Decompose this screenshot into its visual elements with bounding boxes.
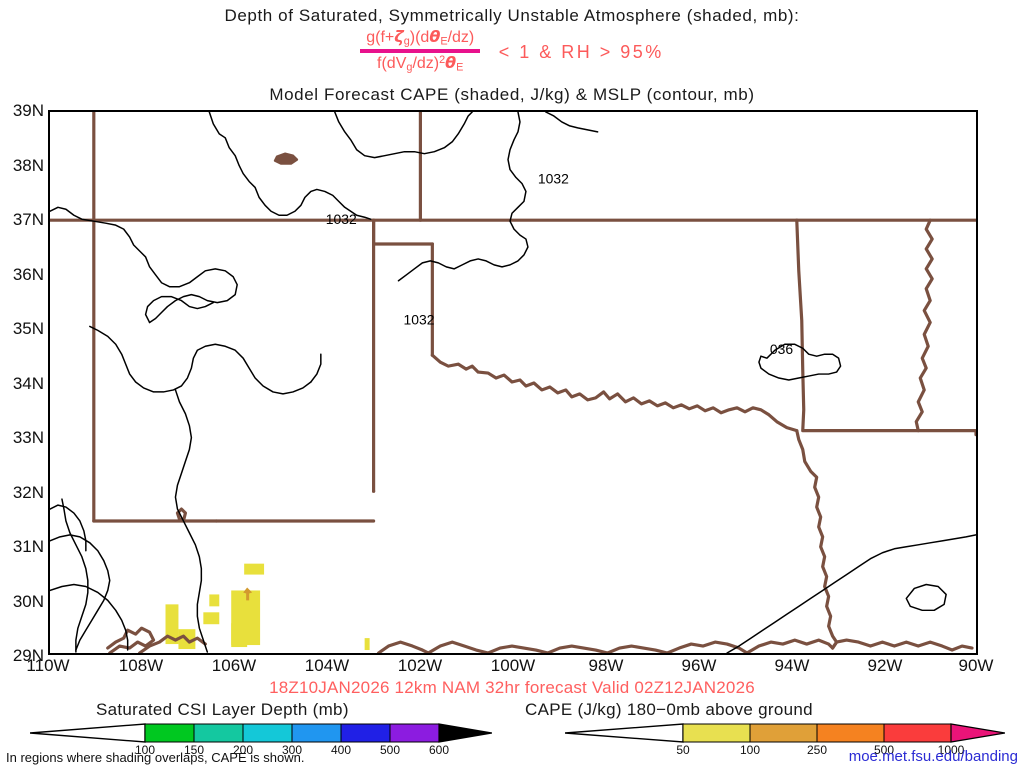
csi-tick-500: 500 bbox=[379, 743, 401, 757]
y-tick-38N: 38N bbox=[12, 155, 44, 175]
cape-tick-500: 500 bbox=[873, 743, 895, 757]
csi-formula: g(f+ζg)(dθE/dz) f(dVg/dz)2θE < 1 & RH > … bbox=[0, 28, 1024, 74]
mslp-contours bbox=[50, 112, 976, 653]
y-tick-32N: 32N bbox=[12, 482, 44, 502]
csi-tick-300: 300 bbox=[281, 743, 303, 757]
csi-tick-100: 100 bbox=[134, 743, 156, 757]
state-borders bbox=[50, 112, 976, 653]
formula-numerator: g(f+ζg)(dθE/dz) bbox=[366, 27, 475, 48]
colorbar-cape-under-arrow bbox=[565, 723, 684, 743]
x-tick-100W: 100W bbox=[490, 656, 536, 675]
formula-denominator: f(dVg/dz)2θE bbox=[377, 52, 464, 74]
colorbar-cape-over-arrow bbox=[950, 723, 1005, 743]
x-tick-102W: 102W bbox=[397, 656, 443, 675]
y-tick-33N: 33N bbox=[12, 428, 44, 447]
map-plot-area[interactable]: 1032 1032 1032 036 bbox=[48, 110, 978, 655]
forecast-info-line: 18Z10JAN2026 12km NAM 32hr forecast Vali… bbox=[269, 678, 755, 697]
y-tick-31N: 31N bbox=[12, 537, 44, 556]
cape-inner-region bbox=[243, 587, 253, 601]
y-tick-35N: 35N bbox=[12, 319, 44, 338]
formula-fraction: g(f+ζg)(dθE/dz) f(dVg/dz)2θE < 1 & RH > … bbox=[360, 28, 664, 74]
contour-label-group: 1032 1032 1032 036 bbox=[326, 170, 794, 357]
overlap-note: In regions where shading overlaps, CAPE … bbox=[6, 750, 305, 765]
x-tick-108W: 108W bbox=[118, 656, 164, 675]
contour-label-1032-a: 1032 bbox=[326, 211, 357, 227]
cape-tick-1000: 1000 bbox=[937, 743, 965, 757]
map-svg: 1032 1032 1032 036 bbox=[50, 112, 976, 653]
csi-tick-200: 200 bbox=[232, 743, 254, 757]
colorbar-cape-ticks: 50 100 250 500 1000 bbox=[565, 743, 1005, 761]
csi-tick-600: 600 bbox=[428, 743, 450, 757]
x-tick-110W: 110W bbox=[26, 656, 70, 675]
cape-tick-50: 50 bbox=[676, 743, 690, 757]
x-tick-98W: 98W bbox=[588, 656, 624, 675]
colorbar-cape-title: CAPE (J/kg) 180−0mb above ground bbox=[525, 700, 813, 719]
formula-condition: < 1 & RH > 95% bbox=[498, 42, 664, 63]
colorbar-csi-svg bbox=[30, 723, 492, 743]
page-title-line1: Depth of Saturated, Symmetrically Unstab… bbox=[224, 6, 800, 25]
colorbar-csi[interactable] bbox=[30, 722, 492, 744]
x-tick-90W: 90W bbox=[958, 656, 994, 675]
y-tick-30N: 30N bbox=[12, 591, 44, 611]
csi-tick-400: 400 bbox=[330, 743, 352, 757]
y-tick-29N: 29N bbox=[12, 646, 44, 665]
contour-label-1032-c: 1032 bbox=[403, 311, 434, 327]
x-tick-94W: 94W bbox=[774, 656, 810, 675]
contour-label-1032-b: 1032 bbox=[538, 170, 569, 186]
csi-tick-150: 150 bbox=[183, 743, 205, 757]
y-tick-34N: 34N bbox=[12, 373, 44, 393]
colorbar-cape[interactable] bbox=[565, 722, 1005, 744]
x-tick-106W: 106W bbox=[211, 656, 257, 675]
colorbar-cape-svg bbox=[565, 723, 1005, 743]
colorbar-csi-under-arrow bbox=[30, 723, 146, 743]
contour-label-1036: 036 bbox=[770, 341, 794, 357]
colorbar-csi-ticks: 100 150 200 300 400 500 600 bbox=[30, 743, 492, 761]
cape-tick-100: 100 bbox=[739, 743, 761, 757]
x-tick-104W: 104W bbox=[304, 656, 350, 675]
cape-shaded-regions bbox=[165, 563, 370, 651]
y-tick-37N: 37N bbox=[12, 210, 44, 229]
source-url-link[interactable]: moe.met.fsu.edu/banding bbox=[848, 748, 1018, 765]
formula-fraction-bar bbox=[360, 48, 481, 53]
y-tick-36N: 36N bbox=[12, 264, 44, 284]
y-tick-39N: 39N bbox=[12, 101, 44, 120]
page-title-line3: Model Forecast CAPE (shaded, J/kg) & MSL… bbox=[269, 85, 755, 104]
x-tick-96W: 96W bbox=[681, 656, 717, 675]
cape-tick-250: 250 bbox=[806, 743, 828, 757]
colorbar-csi-over-arrow bbox=[438, 723, 492, 743]
formula-fraction-stack: g(f+ζg)(dθE/dz) f(dVg/dz)2θE bbox=[360, 27, 481, 74]
colorbar-csi-title: Saturated CSI Layer Depth (mb) bbox=[96, 700, 349, 719]
x-tick-92W: 92W bbox=[867, 656, 903, 675]
